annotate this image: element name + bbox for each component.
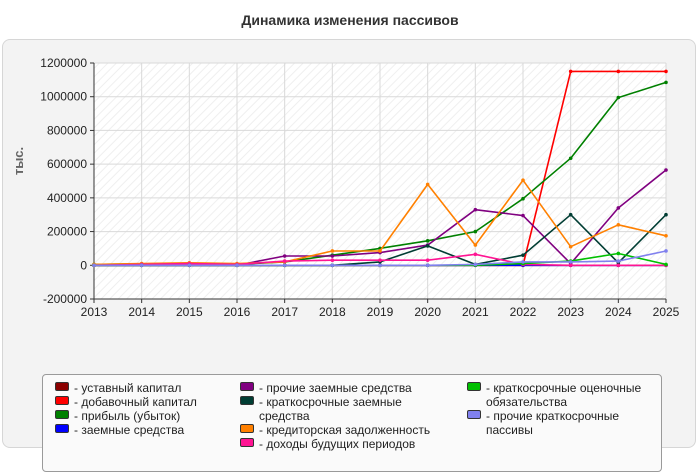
data-point [568,212,573,217]
data-point [378,258,382,263]
plot-svg: -200000 0 200000 400000 600000 800000 1000000 1… [11,56,680,319]
legend-label: - краткосрочные оценочные обязательства [486,381,642,409]
legend-label: - прочие заемные средства [259,381,412,395]
data-point [282,263,287,268]
y-tick-label: 1000000 [40,90,87,104]
data-point [473,262,478,267]
y-tick-label: -200000 [43,292,87,306]
legend-label: - прибыль (убыток) [74,409,181,423]
legend-label: - кредиторская задолженность [259,423,431,437]
legend-label: - уставный капитал [74,381,182,395]
data-point [378,249,382,253]
x-tick-label: 2016 [224,305,251,319]
legend-swatch [240,382,254,391]
legend-label: - краткосрочные заемные средства [259,395,402,423]
data-point [664,69,668,74]
data-point [568,260,573,264]
x-tick-label: 2015 [176,305,203,319]
data-point [616,223,621,227]
legend-swatch [240,438,254,447]
legend-label: - доходы будущих периодов [259,437,416,451]
y-tick-label: 800000 [47,123,87,137]
chart-title: Динамика изменения пассивов [241,12,459,28]
data-point [616,263,621,268]
x-tick-label: 2014 [128,305,155,319]
data-point [425,244,430,248]
data-point [568,156,573,161]
x-tick-label: 2022 [510,305,537,319]
x-tick-label: 2013 [81,305,108,319]
data-point [282,254,287,258]
data-point [330,249,335,253]
x-tick-label: 2023 [557,305,584,319]
legend-swatch [467,410,481,419]
data-point [521,260,525,264]
x-tick-label: 2019 [367,305,394,319]
legend-swatch [55,382,69,391]
x-tick-label: 2024 [605,305,632,319]
data-point [282,259,287,263]
data-point [616,206,621,210]
legend-label: - добавочный капитал [74,395,197,409]
legend-swatch [55,410,69,419]
chart-panel: -200000 0 200000 400000 600000 800000 1000000 1… [2,39,696,472]
x-tick-label: 2020 [414,305,441,319]
legend: - уставный капитал - добавочный капитал - … [42,374,662,472]
y-tick-label: 0 [80,258,87,272]
data-point [616,259,621,263]
legend-swatch [55,396,69,405]
y-axis-title: тыс. [11,147,26,175]
data-point [139,263,144,268]
data-point [664,233,668,238]
data-point [473,229,478,234]
data-point [235,263,239,268]
data-point [521,178,525,182]
data-point [92,263,96,268]
data-point [521,196,525,201]
data-point [425,258,430,263]
data-point [473,252,478,257]
legend-swatch [240,424,254,433]
data-point [330,263,335,268]
y-tick-label: 1200000 [40,56,87,70]
data-point [521,213,525,218]
legend-label: - прочие краткосрочные пассивы [486,409,620,437]
data-point [664,212,668,217]
data-point [521,253,525,257]
x-tick-label: 2021 [462,305,489,319]
data-point [616,69,621,74]
legend-swatch [55,424,69,433]
data-point [664,80,668,85]
data-point [568,69,573,74]
data-point [425,182,430,187]
data-point [187,263,192,268]
data-point [664,168,668,172]
data-point [330,254,335,258]
y-tick-label: 400000 [47,191,87,205]
data-point [568,263,573,268]
data-point [425,263,430,268]
y-tick-label: 200000 [47,225,87,239]
x-tick-label: 2018 [319,305,346,319]
legend-label: - заемные средства [74,423,185,437]
data-point [425,239,430,243]
data-point [473,207,478,212]
legend-swatch [467,382,481,391]
data-point [616,95,621,100]
data-point [664,249,668,253]
data-point [664,262,668,267]
x-tick-label: 2017 [271,305,298,319]
legend-swatch [240,396,254,405]
data-point [473,243,478,247]
y-tick-label: 600000 [47,157,87,171]
data-point [616,251,621,256]
x-tick-label: 2025 [653,305,680,319]
data-point [330,258,335,263]
data-point [378,263,382,268]
data-point [568,244,573,249]
